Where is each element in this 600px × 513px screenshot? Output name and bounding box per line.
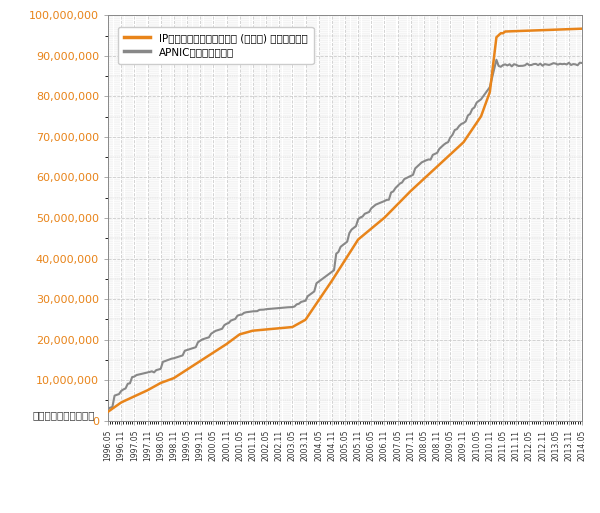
Text: （割り振りホスト数）: （割り振りホスト数） xyxy=(32,411,95,421)
Legend: IPアドレス管理指定事業者 (旧会員) への割り振り, APNICからの割り振り: IPアドレス管理指定事業者 (旧会員) への割り振り, APNICからの割り振り xyxy=(118,27,314,64)
